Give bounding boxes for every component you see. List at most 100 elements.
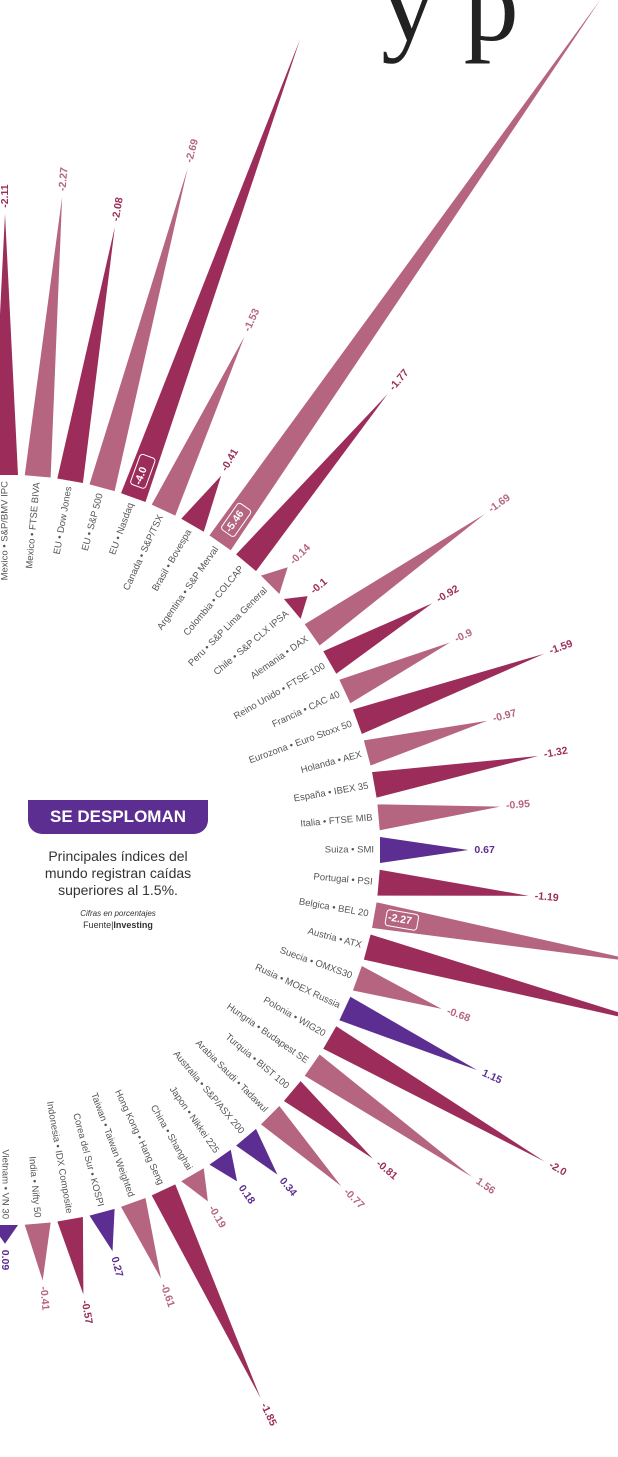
spike <box>352 653 545 734</box>
spike <box>283 1081 373 1159</box>
index-label: Hungria • Budapest SE <box>224 1001 310 1066</box>
spike <box>377 869 529 896</box>
spike <box>57 227 115 483</box>
index-label: Indonesia • IDX Composite <box>44 1100 75 1214</box>
value-label: -2.0 <box>547 1159 569 1179</box>
spike <box>283 596 308 619</box>
value-label: 0.09 <box>0 1250 11 1271</box>
index-label: EU • Nasdaq <box>107 501 136 556</box>
value-label: -0.14 <box>288 542 314 568</box>
index-label: Mexico • FTSE BIVA <box>24 481 43 569</box>
spike <box>377 804 501 831</box>
index-label: EU • S&P 500 <box>80 492 106 552</box>
index-label: Belgica • BEL 20 <box>298 896 369 919</box>
value-label: -2.27 <box>387 911 413 927</box>
value-label: -2.27 <box>56 167 70 192</box>
value-label: 0.34 <box>277 1175 299 1198</box>
spike <box>323 1026 545 1162</box>
spike <box>24 197 63 478</box>
value-label: -0.97 <box>492 707 518 725</box>
value-label: -4.0 <box>132 465 150 486</box>
spike <box>260 567 288 595</box>
value-label: -2.11 <box>0 184 11 208</box>
value-label: -0.57 <box>79 1299 95 1325</box>
value-label: -1.69 <box>486 492 513 516</box>
spike <box>24 1222 51 1281</box>
spike <box>236 1128 278 1175</box>
value-label: -0.81 <box>374 1158 400 1183</box>
spike <box>323 603 433 674</box>
source-name: Investing <box>113 920 153 930</box>
value-label: 0.67 <box>474 844 495 856</box>
spike <box>380 837 469 863</box>
spike <box>363 720 488 766</box>
note: Cifras en porcentajes <box>80 909 156 918</box>
spike <box>372 902 618 960</box>
value-label: -0.1 <box>308 576 330 597</box>
spike <box>236 393 388 572</box>
panel-text: Principales índices del mundo registran … <box>44 848 192 898</box>
spike <box>304 513 485 646</box>
value-label: -1.32 <box>543 745 569 761</box>
spike <box>89 168 188 492</box>
spike <box>57 1217 84 1295</box>
value-label: -0.95 <box>506 798 531 812</box>
spike <box>0 1225 18 1244</box>
value-box <box>384 909 420 931</box>
value-label: 1.15 <box>480 1067 504 1087</box>
spike <box>339 642 450 704</box>
index-label: EU • Dow Jones <box>52 485 75 555</box>
spike <box>372 755 539 798</box>
index-label: Italia • FTSE MIB <box>300 812 373 829</box>
spike <box>0 213 18 475</box>
index-label: India • Nifty 50 <box>26 1156 42 1218</box>
value-box <box>130 453 156 489</box>
value-label: -1.85 <box>258 1401 279 1428</box>
value-label: -0.41 <box>219 447 241 474</box>
value-label: -0.92 <box>434 583 461 605</box>
value-label: -1.19 <box>534 890 559 904</box>
value-box <box>221 502 252 537</box>
value-label: -0.77 <box>341 1186 367 1212</box>
value-label: -0.9 <box>453 627 475 646</box>
value-label: 0.18 <box>236 1183 258 1207</box>
panel: SE DESPLOMAN Principales índices del mun… <box>28 800 208 930</box>
spike <box>121 1197 162 1279</box>
value-label: -0.41 <box>37 1286 51 1311</box>
spike <box>181 475 222 532</box>
spike <box>304 1054 473 1178</box>
spike <box>209 0 601 551</box>
index-label: Suiza • SMI <box>325 845 374 856</box>
spike <box>352 966 442 1009</box>
source-label: Fuente| <box>83 920 114 930</box>
value-label: -0.19 <box>206 1204 228 1231</box>
index-label: Argentina • S&P Merval <box>155 545 221 633</box>
spike <box>260 1105 342 1187</box>
value-label: -0.68 <box>445 1005 472 1025</box>
index-label: Vietnam • VN 30 <box>0 1149 10 1219</box>
index-label: Reino Unido • FTSE 100 <box>232 661 327 722</box>
value-label: -1.53 <box>241 307 262 334</box>
spike <box>339 996 478 1071</box>
badge: SE DESPLOMAN <box>28 800 208 834</box>
value-label: -2.69 <box>183 138 201 164</box>
source: Fuente|Investing <box>28 920 208 930</box>
spike <box>209 1149 238 1182</box>
spike <box>89 1208 115 1252</box>
index-label: Holanda • AEX <box>300 749 364 776</box>
value-label: -1.77 <box>387 367 412 393</box>
spike <box>121 39 301 503</box>
value-label: -2.08 <box>110 196 126 222</box>
index-label: Austria • ATX <box>306 926 363 951</box>
index-label: Mexico • S&P/BMV IPC <box>0 481 11 581</box>
spike <box>151 1184 261 1399</box>
spike <box>181 1168 208 1202</box>
index-label: España • IBEX 35 <box>293 781 369 805</box>
index-label: Chile • S&P CLX IPSA <box>212 608 292 678</box>
index-label: Arabia Saudi • Tadawul <box>193 1038 270 1115</box>
heading: y p <box>381 0 519 64</box>
value-label: -1.59 <box>548 638 575 658</box>
spike <box>363 934 618 1017</box>
